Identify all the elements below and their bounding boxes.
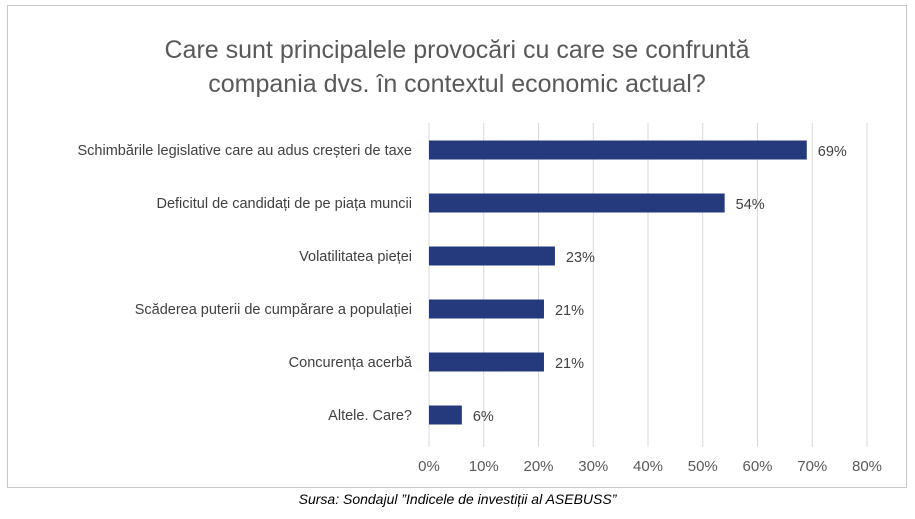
category-label: Altele. Care? bbox=[328, 408, 412, 424]
x-tick-label: 60% bbox=[742, 458, 772, 475]
category-label: Volatilitatea pieței bbox=[299, 249, 412, 265]
bar bbox=[429, 246, 555, 266]
source-caption: Sursa: Sondajul ”Indicele de investiții … bbox=[298, 491, 617, 507]
category-label: Deficitul de candidați de pe piața munci… bbox=[156, 196, 412, 212]
x-tick-label: 10% bbox=[469, 458, 499, 475]
category-label: Schimbările legislative care au adus cre… bbox=[78, 143, 412, 159]
data-label: 69% bbox=[818, 144, 847, 160]
chart-title: Care sunt principalele provocări cu care… bbox=[8, 33, 906, 101]
x-tick-label: 40% bbox=[633, 458, 663, 475]
bar bbox=[429, 140, 807, 160]
x-tick-label: 80% bbox=[852, 458, 882, 475]
x-tick-label: 50% bbox=[688, 458, 718, 475]
bar bbox=[429, 405, 462, 425]
data-label: 21% bbox=[555, 356, 584, 372]
data-label: 21% bbox=[555, 303, 584, 319]
data-label: 54% bbox=[736, 197, 765, 213]
grid-lines bbox=[428, 123, 868, 447]
category-label: Scăderea puterii de cumpărare a populați… bbox=[135, 302, 412, 318]
chart-title-line-1: Care sunt principalele provocări cu care… bbox=[164, 36, 750, 64]
data-label: 6% bbox=[473, 409, 494, 425]
category-label: Concurența acerbă bbox=[289, 355, 413, 371]
bar bbox=[429, 299, 544, 319]
chart-title-line-2: compania dvs. în contextul economic actu… bbox=[208, 70, 706, 98]
x-tick-label: 70% bbox=[797, 458, 827, 475]
bars bbox=[429, 140, 807, 425]
x-tick-label: 30% bbox=[578, 458, 608, 475]
bar bbox=[429, 352, 544, 372]
data-label: 23% bbox=[566, 250, 595, 266]
labels: 0% 10% 20% 30% 40% 50% 60% 70% 80% Schimbările le… bbox=[78, 143, 883, 475]
x-tick-label: 20% bbox=[523, 458, 553, 475]
bar bbox=[429, 193, 725, 213]
x-tick-label: 0% bbox=[418, 458, 440, 475]
